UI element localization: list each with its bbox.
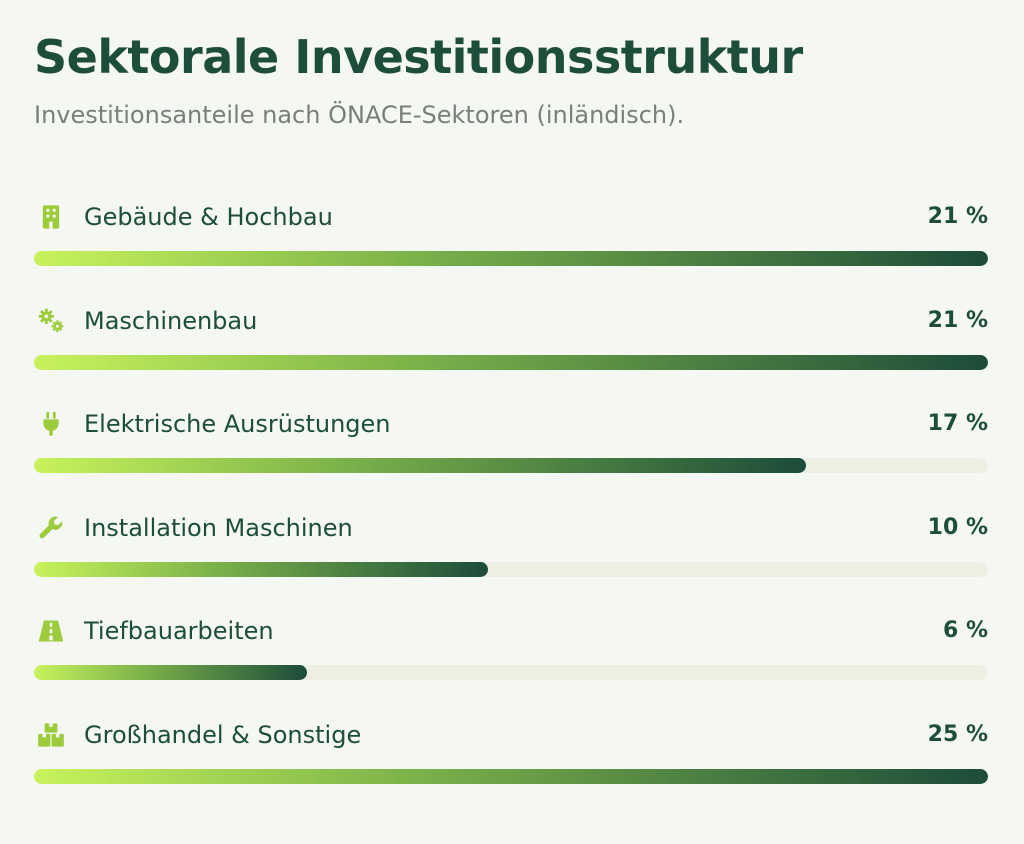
- page-title: Sektorale Investitionsstruktur: [34, 30, 803, 84]
- bar-value-label: 25 %: [927, 722, 988, 747]
- boxes-icon: [34, 718, 68, 752]
- bar-row-header: Maschinenbau 21 %: [34, 304, 988, 344]
- bar-row: Maschinenbau 21 %: [34, 304, 988, 374]
- bar-row-header: Elektrische Ausrüstungen 17 %: [34, 407, 988, 447]
- wrench-icon: [34, 511, 68, 545]
- bar-value-label: 10 %: [927, 515, 988, 540]
- bar-value-label: 21 %: [927, 308, 988, 333]
- bar-row-header: Tiefbauarbeiten 6 %: [34, 614, 988, 654]
- bar-fill: [34, 665, 307, 680]
- bar-label: Maschinenbau: [84, 307, 258, 335]
- bar-track: [34, 562, 988, 577]
- bar-row-header: Großhandel & Sonstige 25 %: [34, 718, 988, 758]
- bar-track: [34, 458, 988, 473]
- bar-value-label: 6 %: [942, 618, 988, 643]
- bar-fill: [34, 355, 988, 370]
- bar-row: Installation Maschinen 10 %: [34, 511, 988, 581]
- building-icon: [34, 200, 68, 234]
- bar-track: [34, 251, 988, 266]
- bar-label: Installation Maschinen: [84, 514, 353, 542]
- bar-row-header: Installation Maschinen 10 %: [34, 511, 988, 551]
- bar-row-header: Gebäude & Hochbau 21 %: [34, 200, 988, 240]
- bar-fill: [34, 458, 806, 473]
- bar-label: Gebäude & Hochbau: [84, 203, 333, 231]
- bar-track: [34, 769, 988, 784]
- plug-icon: [34, 407, 68, 441]
- bar-label: Tiefbauarbeiten: [84, 617, 274, 645]
- bar-row: Gebäude & Hochbau 21 %: [34, 200, 988, 270]
- road-icon: [34, 614, 68, 648]
- bar-row: Großhandel & Sonstige 25 %: [34, 718, 988, 788]
- bar-row: Tiefbauarbeiten 6 %: [34, 614, 988, 684]
- bar-track: [34, 665, 988, 680]
- bar-row: Elektrische Ausrüstungen 17 %: [34, 407, 988, 477]
- bar-fill: [34, 769, 988, 784]
- bar-fill: [34, 251, 988, 266]
- page-subtitle: Investitionsanteile nach ÖNACE-Sektoren …: [34, 101, 685, 129]
- bar-label: Großhandel & Sonstige: [84, 721, 362, 749]
- gears-icon: [34, 304, 68, 338]
- bar-value-label: 21 %: [927, 204, 988, 229]
- bar-fill: [34, 562, 488, 577]
- bar-track: [34, 355, 988, 370]
- bar-label: Elektrische Ausrüstungen: [84, 410, 391, 438]
- bar-value-label: 17 %: [927, 411, 988, 436]
